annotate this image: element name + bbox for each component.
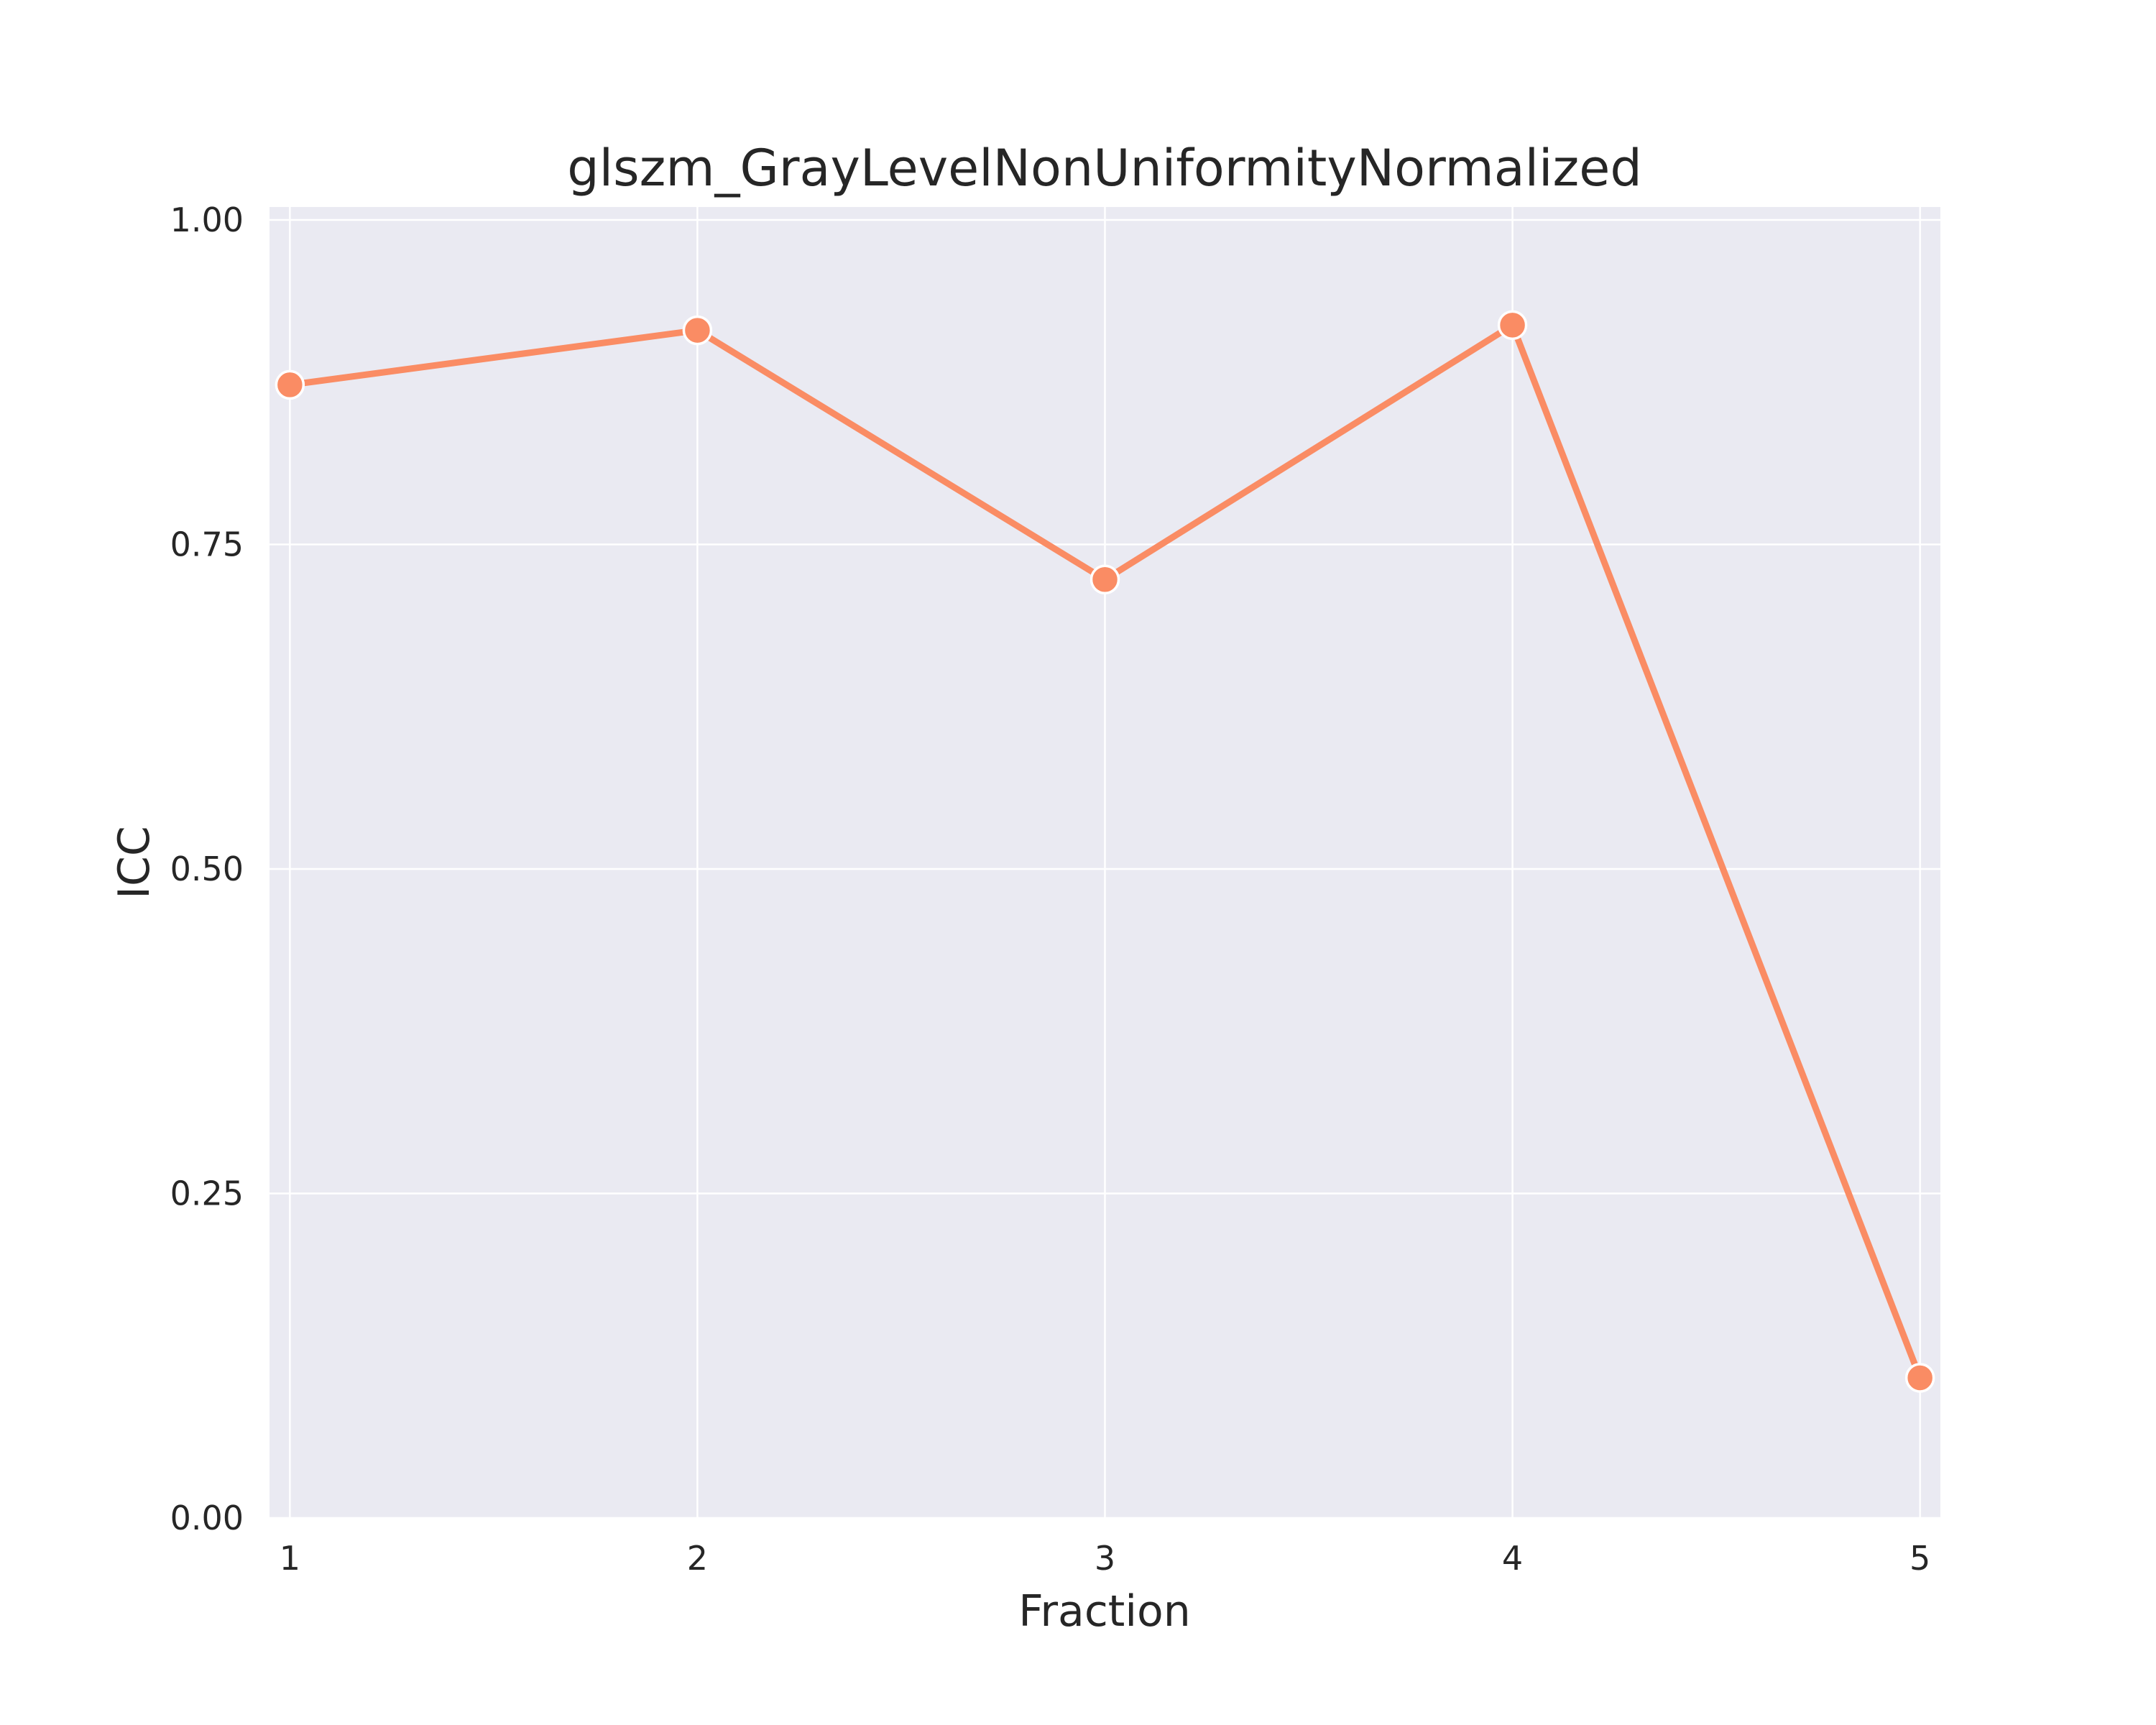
data-point xyxy=(682,315,713,346)
grid-lines xyxy=(270,207,1940,1519)
data-point xyxy=(1904,1363,1935,1393)
x-tick-label: 3 xyxy=(1095,1539,1115,1578)
x-tick-label: 2 xyxy=(687,1539,708,1578)
y-tick-label: 0.75 xyxy=(170,525,244,564)
x-tick-label: 1 xyxy=(280,1539,300,1578)
y-tick-label: 0.00 xyxy=(170,1499,244,1537)
x-axis-label: Fraction xyxy=(1018,1586,1191,1637)
series-layer xyxy=(275,310,1935,1393)
data-point xyxy=(1089,564,1120,595)
x-tick-labels: 1 2 3 4 5 xyxy=(280,1539,1931,1578)
y-tick-label: 0.50 xyxy=(170,850,244,888)
x-tick-label: 5 xyxy=(1909,1539,1930,1578)
y-tick-labels: 0.00 0.25 0.50 0.75 1.00 xyxy=(170,201,244,1537)
y-axis-label: ICC xyxy=(109,826,160,898)
x-tick-label: 4 xyxy=(1502,1539,1523,1578)
y-tick-label: 0.25 xyxy=(170,1174,244,1213)
chart-title: glszm_GrayLevelNonUniformityNormalized xyxy=(567,139,1642,198)
data-point xyxy=(275,369,305,400)
data-point xyxy=(1497,310,1528,341)
y-tick-label: 1.00 xyxy=(170,201,244,239)
